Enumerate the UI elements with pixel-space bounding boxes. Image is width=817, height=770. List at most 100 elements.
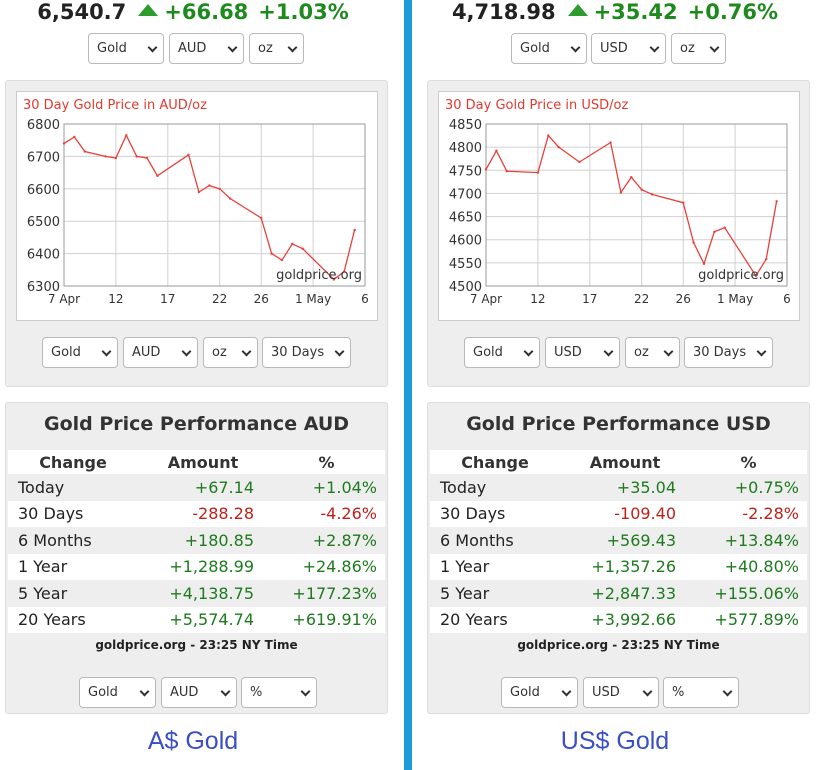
row-label: 6 Months [430,527,560,554]
performance-table: Change Amount % Today +67.14 +1.04% 30 Days… [8,450,385,633]
data-point [609,141,612,144]
currency-select[interactable]: USD [591,33,666,64]
row-amount: +35.04 [560,474,690,501]
price-change-pct: +0.76% [687,0,779,24]
performance-title: Gold Price Performance AUD [43,413,350,435]
chart-range-select[interactable]: 30 Days [262,337,351,368]
unit-select-value: oz [680,41,695,56]
data-point [557,145,560,149]
unit-select[interactable]: oz [249,33,304,64]
chart-metal-select[interactable]: Gold [464,337,540,368]
table-row: 6 Months +569.43 +13.84% [430,527,807,554]
chevron-down-icon [227,42,238,53]
currency-select[interactable]: AUD [169,33,244,64]
perf-currency-select[interactable]: USD [583,677,659,708]
x-tick-label: 7 Apr [470,292,502,306]
y-tick-label: 6700 [27,150,60,165]
table-row: 5 Year +2,847.33 +155.06% [430,580,807,607]
currency-link[interactable]: US$ Gold [560,727,670,755]
chart-unit-select[interactable]: oz [203,337,258,368]
chart-range-select[interactable]: 30 Days [684,337,773,368]
perf-unit-select[interactable]: % [663,677,739,708]
data-point [208,184,211,187]
data-point [301,247,304,250]
data-point [270,252,273,255]
data-point [187,153,190,156]
metal-select[interactable]: Gold [88,33,164,64]
chevron-down-icon [561,686,572,697]
source-note: goldprice.org - 23:25 NY Time [517,638,720,652]
metal-select[interactable]: Gold [511,33,587,64]
row-amount: +1,288.99 [138,553,268,580]
price-line [63,133,356,281]
chevron-down-icon [241,346,252,357]
data-point [353,228,356,232]
x-tick-label: 12 [108,292,123,306]
performance-panel: Gold Price Performance USD Change Amount… [427,402,810,714]
currency-link[interactable]: A$ Gold [147,727,239,755]
row-label: Today [8,474,138,501]
data-point [650,193,654,196]
performance-panel: Gold Price Performance AUD Change Amount… [5,402,388,714]
table-row: 30 Days -109.40 -2.28% [430,500,807,527]
chevron-down-icon [147,42,158,53]
chevron-down-icon [523,346,534,357]
price-line [485,134,778,278]
chart-currency-select[interactable]: USD [545,337,620,368]
chart-currency-select[interactable]: AUD [123,337,198,368]
row-amount: -109.40 [560,500,690,527]
data-point [505,170,508,173]
chevron-down-icon [603,346,614,357]
chart-unit-select[interactable]: oz [625,337,680,368]
data-point [547,134,550,137]
data-point [495,149,498,153]
price-change: +66.68 [164,0,249,24]
watermark-label: goldprice.org [698,268,784,283]
x-tick-label: 26 [676,292,691,306]
up-arrow-icon [567,4,588,16]
chart-range-select-value: 30 Days [271,345,325,360]
col-header-change: Change [8,450,138,474]
performance-rows: Today +35.04 +0.75% 30 Days -109.40 -2.28% 6 M… [430,474,807,633]
chart-title: 30 Day Gold Price in AUD/oz [23,98,207,113]
chart-metal-select-value: Gold [51,345,81,360]
source-note: goldprice.org - 23:25 NY Time [95,638,298,652]
perf-metal-select[interactable]: Gold [501,677,578,708]
col-header-pct: % [690,450,807,474]
x-tick-label: 17 [160,292,175,306]
unit-select[interactable]: oz [671,33,726,64]
price-header: 6,540.7 +66.68 +1.03% [0,0,386,30]
row-label: 20 Years [8,606,138,633]
perf-metal-select[interactable]: Gold [79,677,156,708]
performance-table: Change Amount % Today +35.04 +0.75% 30 Days… [430,450,807,633]
row-pct: +13.84% [690,527,807,554]
data-point [135,155,138,158]
data-point [83,150,86,153]
data-point [723,226,726,229]
data-point [332,278,336,281]
usd-column: 4,718.98 +35.42 +0.76% Gold USD oz 30 Day … [422,0,810,770]
watermark-label: goldprice.org [276,268,362,283]
perf-currency-select[interactable]: AUD [161,677,237,708]
row-pct: +177.23% [268,580,385,607]
y-tick-label: 4650 [449,211,482,226]
table-row: 20 Years +5,574.74 +619.91% [8,606,385,633]
col-header-amount: Amount [138,450,268,474]
chevron-down-icon [663,346,674,357]
performance-title: Gold Price Performance USD [466,413,771,435]
data-point [765,257,768,261]
y-tick-label: 4850 [449,118,482,133]
data-point [702,262,706,265]
data-point [218,187,221,190]
chart-metal-select[interactable]: Gold [42,337,118,368]
perf-unit-select[interactable]: % [241,677,317,708]
data-point [713,230,716,234]
row-pct: -4.26% [268,500,385,527]
data-point [619,191,623,194]
chart-panel: 30 Day Gold Price in AUD/oz 6300 6400 6500 6… [5,80,388,387]
chevron-down-icon [334,346,345,357]
row-amount: +5,574.74 [138,606,268,633]
row-amount: +2,847.33 [560,580,690,607]
x-tick-label: 6 [361,292,369,306]
